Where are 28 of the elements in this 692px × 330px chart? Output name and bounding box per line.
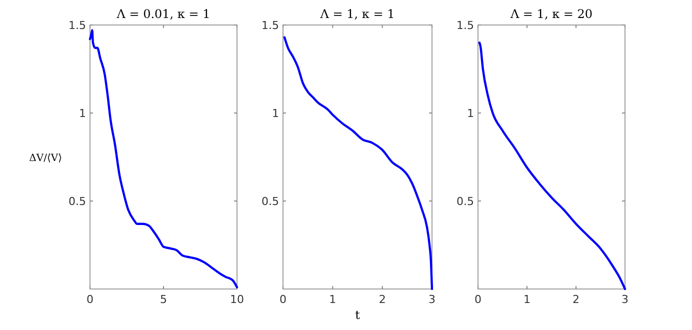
- line-series: [478, 42, 626, 290]
- x-tick-label: 0: [474, 293, 482, 306]
- x-axis-title: t: [355, 308, 360, 322]
- x-tick-label: 10: [230, 293, 244, 306]
- x-tick-label: 1: [329, 293, 336, 306]
- y-tick-label: 0.5: [262, 195, 279, 208]
- x-tick-label: 0: [280, 293, 286, 306]
- y-tick-label: 1.5: [262, 19, 279, 32]
- chart-title: Λ = 1, κ = 20: [509, 7, 593, 21]
- y-tick-label: 1.5: [456, 19, 474, 32]
- y-tick-label: 1: [467, 107, 474, 120]
- x-tick-label: 2: [378, 293, 386, 306]
- line-series: [88, 29, 238, 288]
- x-tick-label: 5: [160, 293, 167, 306]
- line-series: [283, 36, 434, 290]
- chart-title: Λ = 0.01, κ = 1: [116, 7, 210, 21]
- y-axis-title: ΔV/⟨V⟩: [29, 153, 62, 164]
- y-tick-label: 1: [272, 107, 279, 120]
- y-tick-label: 0.5: [456, 195, 474, 208]
- x-tick-label: 1: [524, 293, 530, 306]
- y-tick-label: 1.5: [68, 19, 86, 32]
- x-tick-label: 3: [622, 293, 628, 306]
- x-tick-label: 3: [428, 293, 436, 306]
- y-tick-label: 0.5: [68, 195, 86, 208]
- y-tick-label: 1: [79, 107, 86, 120]
- chart-title: Λ = 1, κ = 1: [319, 7, 395, 21]
- x-tick-label: 2: [572, 293, 580, 306]
- x-tick-label: 0: [86, 293, 94, 306]
